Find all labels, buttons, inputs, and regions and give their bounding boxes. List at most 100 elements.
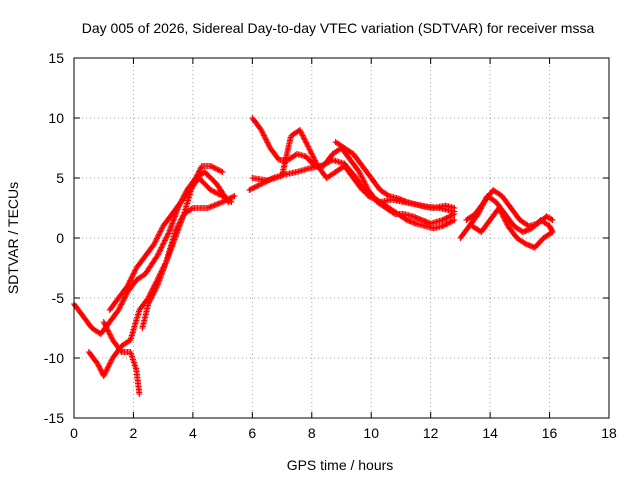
data-point: [196, 167, 203, 174]
data-point: [359, 174, 366, 181]
data-point: [251, 184, 258, 191]
data-point: [260, 179, 267, 186]
data-point: [374, 197, 381, 204]
data-point: [122, 293, 129, 300]
data-point: [151, 239, 158, 246]
data-point: [100, 373, 107, 379]
data-point: [498, 209, 505, 216]
data-point: [160, 240, 167, 247]
data-point: [361, 178, 368, 185]
data-point: [549, 229, 556, 235]
data-point: [373, 197, 380, 203]
data-point: [102, 368, 109, 375]
data-point: [444, 214, 451, 221]
series-track-k: [463, 187, 556, 229]
data-point: [176, 220, 183, 227]
data-point: [263, 178, 270, 185]
data-point: [258, 181, 265, 187]
data-point: [366, 193, 373, 200]
data-point: [384, 192, 391, 199]
data-point: [158, 225, 165, 232]
data-point: [188, 205, 195, 212]
data-point: [497, 207, 504, 214]
data-point: [220, 198, 227, 205]
data-point: [116, 304, 123, 311]
data-point: [265, 140, 272, 147]
data-point: [500, 214, 507, 221]
data-point: [265, 142, 272, 149]
data-point: [367, 194, 374, 201]
data-point: [446, 213, 453, 220]
data-point: [309, 151, 316, 158]
data-point: [310, 154, 317, 161]
data-point: [97, 366, 104, 373]
data-point: [258, 128, 265, 135]
data-point: [262, 179, 269, 185]
data-point: [173, 226, 180, 233]
data-point: [311, 157, 318, 164]
data-point: [103, 367, 110, 374]
data-point: [297, 128, 304, 135]
series-track-g: [249, 127, 458, 232]
data-point: [223, 197, 230, 203]
data-point: [108, 357, 115, 364]
data-point: [443, 215, 450, 221]
data-point: [178, 215, 185, 222]
data-point: [149, 292, 156, 299]
x-tick-label: 16: [542, 425, 558, 441]
x-tick-label: 12: [423, 425, 439, 441]
data-point: [156, 248, 163, 255]
data-point: [215, 167, 222, 173]
data-point: [322, 160, 329, 167]
data-point: [443, 221, 450, 227]
data-point: [450, 217, 457, 224]
data-point: [157, 247, 164, 254]
data-point: [451, 217, 458, 223]
data-point: [296, 127, 303, 133]
data-point: [146, 298, 153, 305]
data-point: [496, 205, 503, 211]
x-tick-label: 10: [363, 425, 379, 441]
data-point: [177, 217, 184, 224]
data-point: [101, 320, 108, 327]
y-axis-label: SDTVAR / TECUs: [5, 182, 21, 294]
data-point: [210, 188, 217, 195]
data-point: [224, 196, 231, 203]
x-tick-label: 18: [601, 425, 617, 441]
data-point: [95, 362, 102, 369]
data-point: [246, 187, 253, 193]
data-point: [549, 217, 556, 223]
data-point: [503, 220, 510, 227]
data-point: [157, 245, 164, 252]
data-point: [298, 129, 305, 136]
data-point: [104, 327, 111, 334]
data-point: [176, 219, 183, 226]
x-tick-label: 2: [130, 425, 138, 441]
data-point: [104, 366, 111, 373]
data-point: [163, 234, 170, 241]
data-point: [369, 195, 376, 201]
series-track-d: [106, 175, 235, 313]
data-point: [127, 277, 134, 284]
data-point: [260, 131, 267, 138]
data-point: [254, 183, 261, 189]
y-tick-label: 5: [56, 170, 64, 186]
data-point: [305, 145, 312, 151]
data-point: [115, 307, 122, 313]
data-point: [230, 193, 237, 200]
data-point: [121, 295, 128, 302]
data-point: [249, 185, 256, 192]
data-point: [156, 229, 163, 236]
data-point: [301, 136, 308, 143]
data-point: [499, 211, 506, 218]
data-point: [116, 305, 123, 312]
data-point: [107, 332, 114, 339]
data-point: [357, 170, 364, 177]
data-point: [215, 191, 222, 197]
data-point: [124, 283, 131, 289]
x-tick-label: 8: [308, 425, 316, 441]
data-point: [210, 164, 217, 171]
data-point: [442, 221, 449, 228]
data-point: [370, 195, 377, 202]
data-point: [247, 186, 254, 193]
